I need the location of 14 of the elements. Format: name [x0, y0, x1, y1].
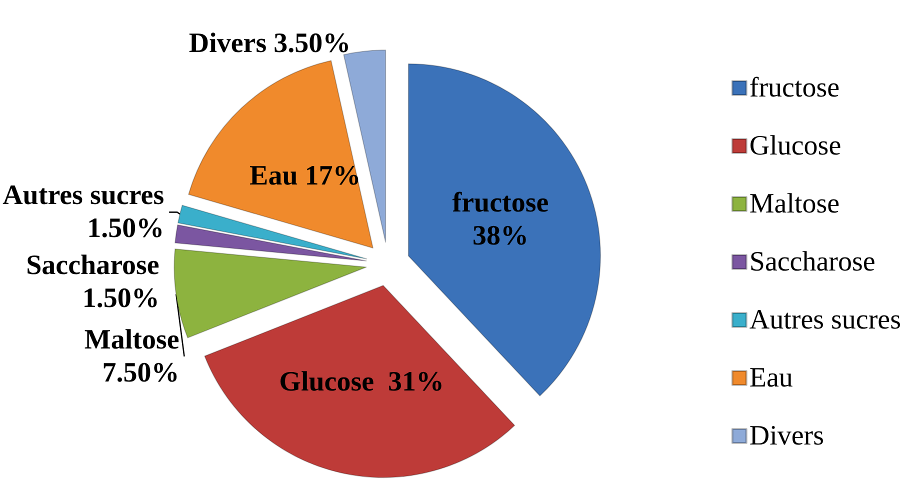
data-label: Divers 3.50% [188, 28, 351, 59]
legend-label: Eau [749, 362, 793, 394]
legend-label: Maltose [749, 188, 840, 220]
data-label: Maltose 7.50% [84, 324, 180, 388]
legend-label: Autres sucres [749, 304, 902, 336]
data-label: Saccharose 1.50% [26, 250, 160, 314]
legend-label: Divers [749, 420, 824, 452]
data-label: fructose 38% [452, 187, 549, 252]
legend-label: Saccharose [749, 246, 876, 278]
legend-label: fructose [749, 72, 840, 104]
legend-label: Glucose [749, 130, 842, 162]
data-label: Autres sucres 1.50% [2, 180, 164, 244]
data-label: Eau 17% [250, 160, 361, 192]
data-label: Glucose 31% [279, 366, 444, 398]
